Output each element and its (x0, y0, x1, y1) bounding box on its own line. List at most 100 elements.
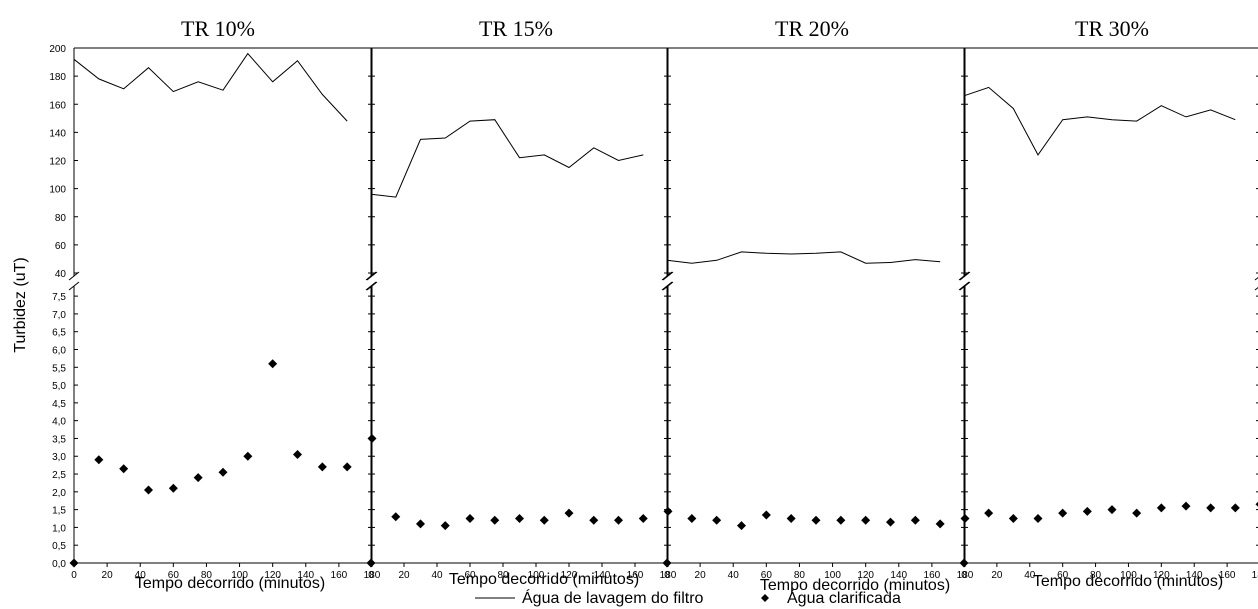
x-tick-label: 0 (368, 570, 374, 581)
series-point-clarified-water (243, 451, 253, 461)
chart-panel-2: 0 20 40 60 80 100 120 140 160 180 TR 15% Tempo deco… (365, 16, 677, 588)
y-tick-labels: 40 60 80 100 120 140 160 180 200 0,0 0,5 1,0 1,5 2,0 2… (49, 44, 66, 570)
panel-title: TR 15% (479, 16, 553, 41)
series-point-clarified-water (317, 462, 327, 472)
series-point-clarified-water (144, 485, 153, 495)
y-tick-label: 1,0 (52, 523, 66, 534)
x-tick-label: 100 (231, 570, 248, 581)
y-tick-label: 0,0 (52, 559, 66, 570)
x-tick-label: 80 (201, 570, 213, 581)
y-tick-label: 140 (49, 128, 66, 139)
series-point-clarified-water (662, 558, 672, 568)
x-tick-label: 20 (695, 570, 707, 581)
series-point-clarified-water (886, 517, 895, 527)
series-point-clarified-water (515, 514, 524, 524)
series-point-clarified-water (1230, 503, 1240, 513)
series-point-clarified-water (1058, 508, 1068, 518)
series-line-wash-water (370, 119, 644, 198)
x-tick-label: 40 (728, 570, 740, 581)
y-tick-label: 3,0 (52, 452, 66, 463)
x-tick-label: 180 (660, 570, 677, 581)
series-point-clarified-water (589, 515, 599, 525)
y-tick-label: 40 (55, 269, 67, 280)
y-tick-label: 0,5 (52, 541, 66, 552)
series-point-clarified-water (1033, 514, 1043, 524)
series-point-clarified-water (811, 515, 821, 525)
x-tick-label: 180 (957, 570, 974, 581)
panel-title: TR 10% (181, 16, 255, 41)
y-tick-label: 6,5 (52, 328, 66, 339)
series-point-clarified-water (960, 514, 970, 524)
y-tick-label: 80 (55, 213, 67, 224)
x-tick-label: 120 (1153, 570, 1170, 581)
series-point-clarified-water (416, 519, 425, 529)
legend: Água de lavagem do filtro Água clarificad… (475, 588, 901, 607)
series-point-clarified-water (737, 521, 746, 531)
y-axis-label: Turbidez (uT) (12, 257, 29, 352)
y-tick-label: 4,5 (52, 399, 66, 410)
axis-break-mark (68, 281, 80, 291)
x-tick-label: 120 (264, 570, 281, 581)
x-tick-label: 60 (168, 570, 180, 581)
x-tick-label: 140 (594, 570, 611, 581)
x-tick-label: 100 (824, 570, 841, 581)
y-tick-label: 6,0 (52, 345, 66, 356)
series-point-clarified-water (663, 506, 673, 516)
series-point-clarified-water (366, 558, 376, 568)
y-tick-label: 3,5 (52, 434, 66, 445)
y-tick-label: 120 (49, 157, 66, 168)
panel-title: TR 30% (1075, 16, 1149, 41)
legend-diamond-symbol (761, 594, 769, 602)
axis-break-mark (366, 271, 378, 281)
x-tick-label: 180 (1252, 570, 1258, 581)
series-point-clarified-water (959, 558, 969, 568)
y-tick-label: 4,0 (52, 417, 66, 428)
chart-panel-3: 0 20 40 60 80 100 120 140 160 180 TR 20% Tempo deco… (661, 16, 974, 594)
axis-break-mark (958, 281, 970, 291)
series-point-clarified-water (440, 521, 450, 531)
x-tick-label: 100 (1120, 570, 1137, 581)
axis-break-mark (662, 271, 674, 281)
x-tick-label: 120 (561, 570, 578, 581)
series-point-clarified-water (1156, 503, 1166, 513)
chart-panel-1: 0 20 40 60 80 100 120 140 160 180 TR 10% Tempo deco… (68, 16, 381, 592)
series-line-wash-water (666, 251, 941, 264)
x-tick-label: 80 (794, 570, 806, 581)
series-point-clarified-water (861, 515, 871, 525)
x-tick-label: 20 (991, 570, 1003, 581)
series-point-clarified-water (539, 515, 549, 525)
series-point-clarified-water (712, 515, 722, 525)
series-point-clarified-water (1206, 503, 1216, 513)
series-point-clarified-water (465, 514, 475, 524)
y-tick-label: 160 (49, 100, 66, 111)
x-tick-label: 20 (398, 570, 410, 581)
series-point-clarified-water (168, 483, 178, 493)
panel-title: TR 20% (775, 16, 849, 41)
axis-break-mark (661, 281, 673, 291)
x-tick-label: 140 (890, 570, 907, 581)
axis-break-mark (366, 281, 378, 291)
x-axis-label: Tempo decorrido (minutos) (449, 571, 639, 588)
y-tick-label: 7,5 (52, 292, 66, 303)
x-tick-label: 140 (1186, 570, 1203, 581)
axis-break-mark (662, 281, 674, 291)
series-point-clarified-water (293, 449, 302, 459)
x-tick-label: 160 (924, 570, 941, 581)
series-point-clarified-water (391, 512, 401, 522)
series-point-clarified-water (1255, 501, 1258, 507)
series-point-clarified-water (984, 508, 994, 518)
x-axis-label: Tempo decorrido (minutos) (1033, 573, 1223, 590)
series-point-clarified-water (268, 359, 278, 369)
x-tick-label: 140 (297, 570, 314, 581)
series-line-wash-water (963, 86, 1236, 156)
x-tick-label: 0 (961, 570, 967, 581)
series-point-clarified-water (94, 455, 104, 465)
series-point-clarified-water (119, 464, 129, 474)
x-tick-label: 160 (627, 570, 644, 581)
chart-panel-4: 0 20 40 60 80 100 120 140 160 180 TR 30% Tempo deco… (958, 16, 1258, 590)
axis-break-mark (1254, 286, 1258, 291)
series-point-clarified-water (490, 515, 500, 525)
series-point-clarified-water (564, 508, 574, 518)
series-line-wash-water (73, 52, 348, 122)
